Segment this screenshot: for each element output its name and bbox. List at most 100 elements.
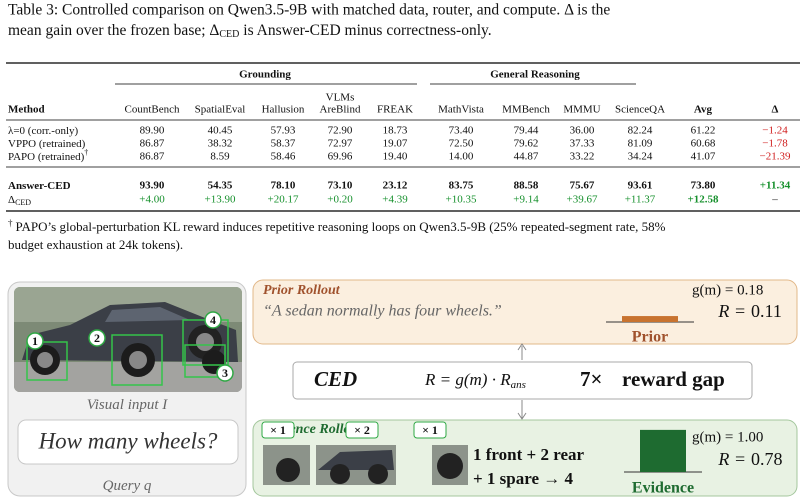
marker-circle	[26, 332, 44, 350]
query: How many wheels?	[38, 428, 218, 453]
row-method: λ=0 (corr.-only)	[8, 125, 79, 137]
table-cell: 86.87	[140, 151, 165, 163]
column-header: Method	[8, 104, 45, 116]
ced-box	[292, 361, 753, 400]
table-cell: 33.22	[570, 151, 595, 163]
arrow-head	[517, 343, 527, 351]
evidence-crops	[263, 445, 468, 485]
table-cell: +11.37	[625, 194, 656, 206]
column-header: VLMs	[326, 92, 355, 104]
query-box	[17, 419, 239, 465]
markers: 1 2 3 4	[26, 311, 234, 382]
ced-gap: 7×	[580, 367, 602, 391]
table-cell: 41.07	[691, 151, 716, 163]
table-cell: 61.22	[691, 125, 716, 137]
method-mark: †	[84, 148, 88, 157]
table-cell: −1.24	[762, 125, 788, 137]
marker-circle	[204, 311, 222, 329]
query-var: q	[144, 478, 152, 494]
counts: × 1 × 2 × 1	[261, 421, 447, 439]
table-cell: 72.90	[328, 125, 353, 137]
table-cell: 79.44	[514, 125, 539, 137]
caption: Table 3: Controlled comparison on Qwen3.…	[8, 2, 610, 19]
table-cell: 54.35	[208, 180, 233, 192]
prior-box	[252, 279, 798, 345]
table-cell: 34.24	[628, 151, 653, 163]
table-cell: 73.10	[328, 180, 353, 192]
table-cell: +20.17	[268, 194, 299, 206]
count-box	[345, 421, 379, 439]
table-cell: 18.73	[383, 125, 408, 137]
table-cell: 36.00	[570, 125, 595, 137]
table-cell: +0.20	[327, 194, 353, 206]
table-cell: 60.68	[691, 138, 716, 150]
ced-gap-text: reward gap	[622, 367, 725, 391]
column-header: MMBench	[502, 104, 550, 116]
table-cell: 19.07	[383, 138, 408, 150]
table-cell: 93.61	[628, 180, 653, 192]
table-cell: 79.62	[514, 138, 539, 150]
table-cell: 75.67	[570, 180, 595, 192]
table-cell: +13.90	[205, 194, 236, 206]
ced-formula-sub: ans	[511, 379, 526, 391]
table-cell: 89.90	[140, 125, 165, 137]
caption: mean gain over the frozen base; ΔCED is …	[8, 22, 492, 41]
table-cell: 69.96	[328, 151, 353, 163]
reward-bar	[640, 429, 686, 472]
footnote: † PAPO’s global-perturbation KL reward in…	[8, 218, 666, 234]
ced-formula: R = g(m) · Rans	[424, 370, 526, 391]
visual-label-text: Visual input	[87, 397, 163, 413]
table-cell: 8.59	[210, 151, 230, 163]
row-method: ΔCED	[8, 194, 31, 207]
prior-title: Prior Rollout	[263, 283, 341, 298]
method-text: VPPO (retrained)	[8, 138, 86, 150]
caption-text: is Answer-CED minus correctness-only.	[239, 22, 491, 39]
row-method: PAPO (retrained)†	[8, 148, 88, 163]
table-cell: +4.00	[139, 194, 165, 206]
table-cell: 72.50	[449, 138, 474, 150]
ced-formula-text: R = g(m) · R	[424, 370, 511, 389]
count-label: × 1	[270, 423, 286, 437]
table-cell: 78.10	[271, 180, 296, 192]
method-text: Δ	[8, 194, 15, 206]
table-cell: 23.12	[383, 180, 408, 192]
table-cell: 19.40	[383, 151, 408, 163]
count-box	[261, 421, 295, 439]
prior-r: 0.11	[751, 301, 782, 321]
evidence-r-label: R =	[717, 449, 746, 469]
method-text: PAPO (retrained)	[8, 151, 85, 163]
footnote-text: PAPO’s global-perturbation KL reward ind…	[16, 219, 666, 234]
marker-label: 2	[94, 331, 100, 345]
column-header: MMMU	[563, 104, 600, 116]
table-cell: 14.00	[449, 151, 474, 163]
table-cell: +10.35	[446, 194, 477, 206]
prior-bar-label: Prior	[632, 329, 668, 346]
marker-label: 1	[32, 334, 38, 348]
table-cell: 72.97	[328, 138, 353, 150]
evidence-line: + 1 spare → 4	[473, 469, 574, 488]
table-cell: 73.80	[691, 180, 716, 192]
evidence-line: 1 front + 2 rear	[473, 445, 584, 464]
marker-circle	[216, 364, 234, 382]
column-header: Hallusion	[262, 104, 305, 116]
query-label-text: Query	[103, 478, 144, 494]
table-cell: 81.09	[628, 138, 653, 150]
column-header: ScienceQA	[615, 104, 665, 116]
column-header: MathVista	[438, 104, 484, 116]
row-method: Answer-CED	[8, 180, 71, 192]
table-cell: 83.75	[449, 180, 474, 192]
visual-var: I	[161, 397, 168, 413]
ced-name: CED	[314, 367, 357, 391]
prior-quote: “A sedan normally has four wheels.”	[263, 303, 502, 320]
table: Grounding General Reasoning Method CountBen…	[6, 62, 800, 212]
table-cell: 58.37	[271, 138, 296, 150]
table-cell: −1.78	[762, 138, 788, 150]
evidence-bar-label: Evidence	[632, 480, 694, 497]
method-sub: CED	[15, 198, 31, 207]
evidence-g: g(m) = 1.00	[692, 429, 763, 445]
query-label: Query q	[103, 478, 152, 494]
footnote: budget exhaustion at 24k tokens).	[8, 237, 183, 252]
car-image	[14, 287, 242, 392]
group-header: Grounding	[239, 69, 291, 81]
